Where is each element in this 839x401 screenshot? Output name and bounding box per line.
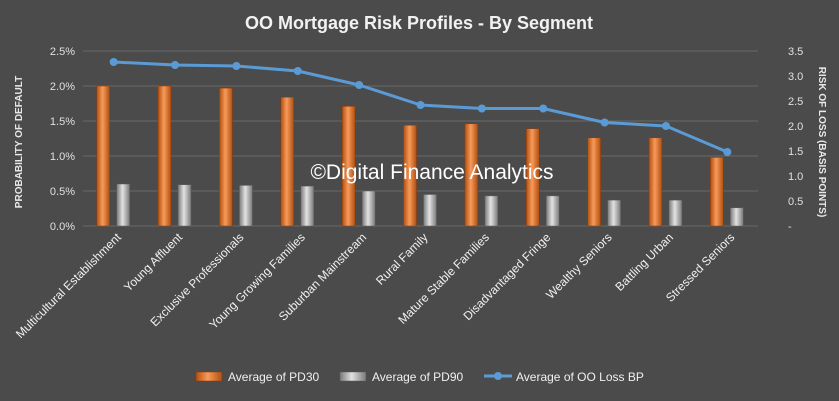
- line-point: [600, 118, 609, 127]
- bar-pd30: [157, 85, 172, 227]
- legend-swatch: [195, 371, 223, 382]
- y2-tick-label: 1.0: [788, 171, 803, 183]
- bar-pd30: [219, 87, 233, 227]
- bar-pd90: [730, 207, 744, 227]
- bar-pd30: [403, 124, 417, 227]
- bar-pd30: [341, 106, 356, 227]
- y2-axis-label: RISK OF LOSS (BASIS POINTS): [816, 67, 827, 218]
- category-label: Wealthy Seniors: [543, 230, 615, 302]
- y2-tick-label: -: [788, 221, 792, 233]
- bar-pd30: [587, 137, 601, 227]
- y2-tick-label: 0.5: [788, 196, 803, 208]
- y2-tick-label: 2.0: [788, 121, 803, 133]
- legend: Average of PD30 Average of PD90 Average of…: [195, 370, 644, 384]
- line-point: [293, 67, 302, 75]
- bar-pd90: [116, 183, 130, 227]
- chart-title: OO Mortgage Risk Profiles - By Segment: [245, 13, 593, 33]
- line-point: [355, 81, 364, 89]
- category-label: Battling Urban: [612, 230, 676, 294]
- bars: [96, 85, 744, 227]
- bar-pd30: [525, 128, 540, 227]
- right-axis-ticks: - 0.5 1.0 1.5 2.0 2.5 3.0 3.5: [788, 46, 803, 233]
- y2-tick-label: 2.5: [788, 96, 803, 108]
- y-tick-label: 2.5%: [50, 46, 75, 58]
- category-label: Multicultural Establishment: [13, 230, 124, 341]
- line-point: [171, 61, 180, 69]
- y-tick-label: 1.0%: [50, 151, 75, 163]
- y2-tick-label: 3.5: [788, 46, 803, 58]
- category-label: Rural Family: [373, 230, 431, 288]
- line-point: [661, 122, 670, 130]
- bar-pd30: [280, 96, 295, 227]
- bar-pd30: [464, 123, 479, 227]
- legend-swatch: [339, 371, 367, 382]
- watermark: ©Digital Finance Analytics: [310, 161, 553, 184]
- bar-pd90: [300, 185, 315, 227]
- bar-pd90: [484, 195, 499, 227]
- line-point: [539, 104, 548, 113]
- legend-marker: [494, 372, 502, 380]
- line-point: [723, 148, 732, 156]
- y-tick-label: 0.0%: [50, 221, 75, 233]
- bar-pd30: [710, 157, 724, 227]
- bar-pd90: [239, 185, 253, 227]
- left-axis-ticks: 0.0% 0.5% 1.0% 1.5% 2.0% 2.5%: [50, 46, 75, 233]
- line-point: [416, 101, 425, 109]
- bar-pd90: [177, 184, 192, 227]
- bar-pd90: [607, 199, 621, 227]
- y-tick-label: 0.5%: [50, 186, 75, 198]
- loss-line: [109, 58, 732, 156]
- line-point: [232, 62, 241, 70]
- bar-pd30: [96, 85, 110, 227]
- legend-label: Average of OO Loss BP: [516, 370, 644, 384]
- y2-tick-label: 3.0: [788, 71, 803, 83]
- legend-label: Average of PD30: [228, 370, 319, 384]
- line-point: [109, 58, 118, 66]
- legend-label: Average of PD90: [372, 370, 463, 384]
- gridlines: [83, 50, 758, 227]
- line-point: [477, 104, 486, 113]
- y-tick-label: 2.0%: [50, 81, 75, 93]
- bar-pd90: [423, 194, 437, 227]
- bar-pd90: [545, 195, 560, 227]
- bar-pd30: [648, 137, 663, 227]
- y2-tick-label: 1.5: [788, 146, 803, 158]
- bar-pd90: [668, 199, 683, 227]
- category-label: Young Affluent: [121, 230, 186, 295]
- bar-pd90: [361, 190, 376, 227]
- y-tick-label: 1.5%: [50, 116, 75, 128]
- y-axis-label: PROBABILITY OF DEFAULT: [14, 76, 25, 208]
